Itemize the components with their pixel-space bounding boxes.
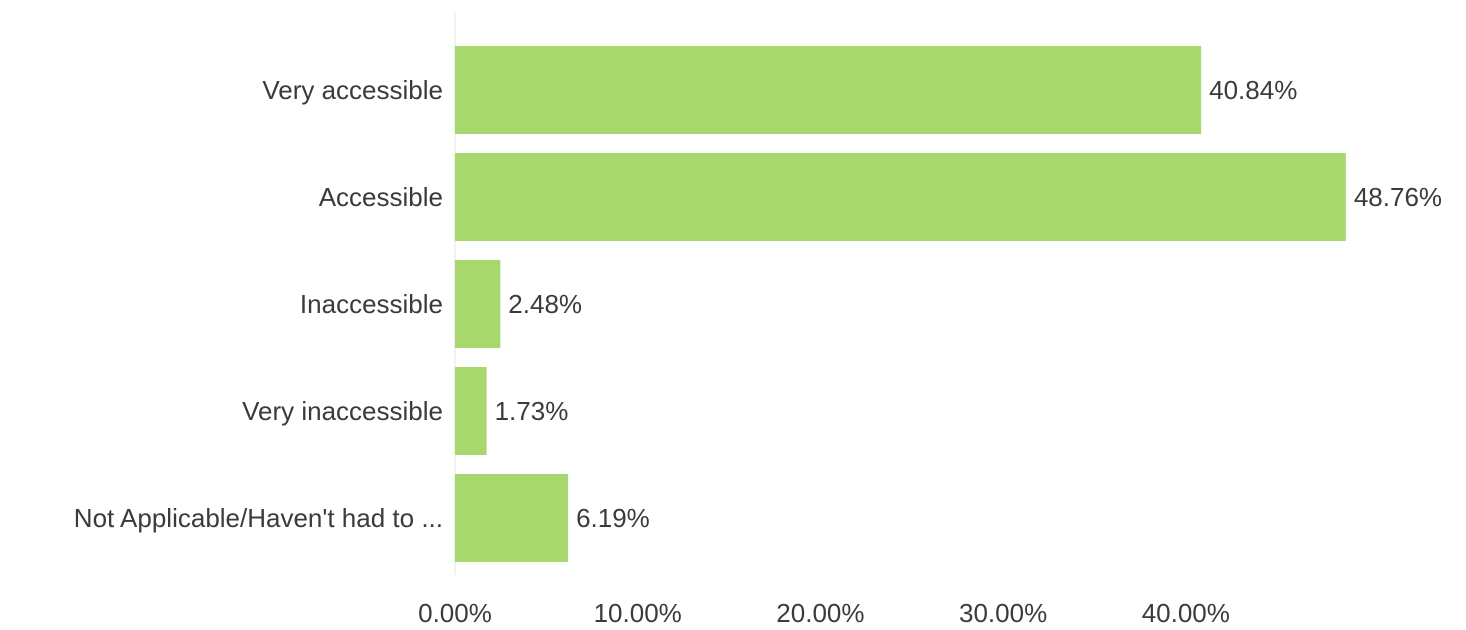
category-label: Accessible xyxy=(319,182,443,212)
bar xyxy=(455,474,569,562)
value-label: 6.19% xyxy=(576,503,650,533)
value-label: 1.73% xyxy=(495,396,569,426)
x-tick-label: 10.00% xyxy=(594,598,682,628)
category-label: Very inaccessible xyxy=(242,396,443,426)
bar xyxy=(455,260,501,348)
x-tick-label: 30.00% xyxy=(959,598,1047,628)
value-label: 40.84% xyxy=(1209,75,1297,105)
bar xyxy=(455,367,487,455)
category-label: Not Applicable/Haven't had to ... xyxy=(74,503,443,533)
category-label: Very accessible xyxy=(262,75,443,105)
x-tick-label: 0.00% xyxy=(418,598,492,628)
value-label: 2.48% xyxy=(508,289,582,319)
value-label: 48.76% xyxy=(1354,182,1442,212)
category-label: Inaccessible xyxy=(300,289,443,319)
x-tick-label: 40.00% xyxy=(1142,598,1230,628)
x-tick-label: 20.00% xyxy=(776,598,864,628)
bar xyxy=(455,46,1202,134)
bar xyxy=(455,153,1346,241)
